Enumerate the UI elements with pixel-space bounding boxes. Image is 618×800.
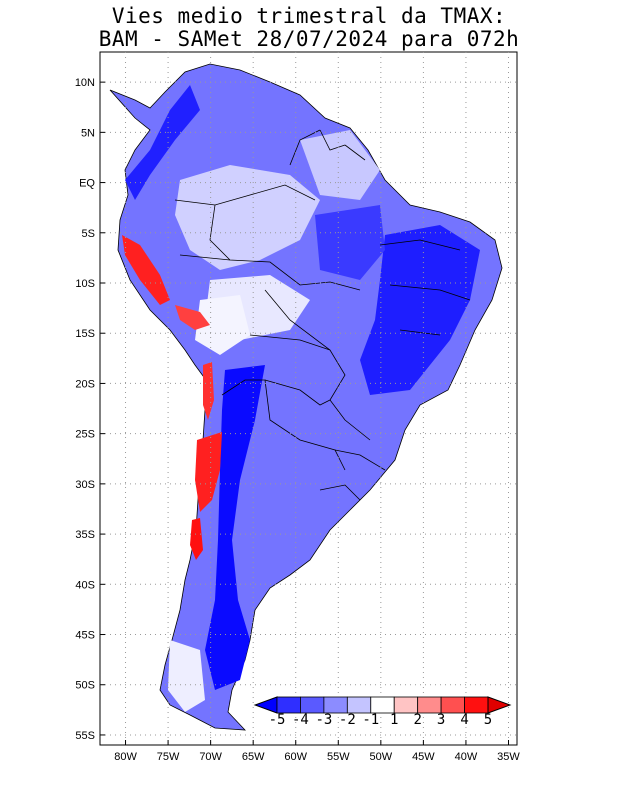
colorbar: -5 -4 -3 -2 -1 1 2 3 4 5 bbox=[253, 696, 512, 728]
lat-tick-label: 5S bbox=[82, 228, 95, 240]
lat-tick-label: 50S bbox=[75, 680, 95, 692]
latitude-axis: 10N 5N EQ 5S 10S 15S 20S 25S 30S 35S 40S 45S 50S 55S bbox=[75, 77, 105, 742]
lat-tick-label: EQ bbox=[79, 178, 95, 190]
lat-tick-label: 55S bbox=[75, 730, 95, 742]
map-title-line1: Vies medio trimestral da TMAX: bbox=[111, 4, 507, 28]
map-title-line2: BAM - SAMet 28/07/2024 para 072h bbox=[98, 27, 520, 51]
lon-tick-label: 80W bbox=[114, 751, 137, 763]
lon-tick-label: 60W bbox=[284, 751, 307, 763]
lat-tick-label: 30S bbox=[75, 479, 95, 491]
lat-tick-label: 10N bbox=[75, 77, 95, 89]
strong-bias-brazil-east bbox=[360, 225, 480, 395]
colorbar-label: 4 bbox=[460, 712, 468, 728]
positive-bias-central-chile bbox=[190, 518, 203, 560]
lat-tick-label: 40S bbox=[75, 579, 95, 591]
colorbar-segment bbox=[464, 696, 489, 714]
lat-lon-grid bbox=[100, 52, 517, 745]
colorbar-label: -3 bbox=[315, 712, 332, 728]
positive-bias-peru-south bbox=[175, 305, 210, 330]
longitude-axis: 80W 75W 70W 65W 60W 55W 50W 45W 40W 35W bbox=[114, 740, 520, 763]
lat-tick-label: 20S bbox=[75, 378, 95, 390]
colorbar-segment bbox=[300, 696, 325, 714]
colorbar-segment bbox=[393, 696, 419, 714]
near-zero-bias-south bbox=[168, 640, 205, 712]
strong-bias-patagonia bbox=[205, 365, 265, 690]
lat-tick-label: 45S bbox=[75, 630, 95, 642]
lon-tick-label: 50W bbox=[370, 751, 393, 763]
colorbar-segment bbox=[346, 696, 372, 714]
lon-tick-label: 35W bbox=[497, 751, 520, 763]
colorbar-arrow-high bbox=[487, 696, 512, 714]
colorbar-label: 1 bbox=[390, 712, 398, 728]
positive-bias-chile bbox=[195, 432, 222, 512]
lon-tick-label: 40W bbox=[455, 751, 478, 763]
strong-bias-andes-north bbox=[125, 85, 200, 200]
country-boundaries bbox=[174, 129, 471, 501]
colorbar-label: -1 bbox=[362, 712, 379, 728]
near-zero-bias-patch bbox=[195, 295, 250, 355]
positive-bias-chile-mid bbox=[203, 362, 214, 420]
colorbar-segment bbox=[276, 696, 301, 714]
colorbar-label: 2 bbox=[413, 712, 421, 728]
lat-tick-label: 10S bbox=[75, 278, 95, 290]
lon-tick-label: 45W bbox=[412, 751, 435, 763]
lat-tick-label: 35S bbox=[75, 529, 95, 541]
positive-bias-peru bbox=[122, 235, 170, 305]
colorbar-segment bbox=[417, 696, 442, 714]
lat-tick-label: 25S bbox=[75, 429, 95, 441]
lon-tick-label: 55W bbox=[327, 751, 350, 763]
colorbar-label: -5 bbox=[269, 712, 286, 728]
lat-tick-label: 5N bbox=[81, 127, 95, 139]
colorbar-label: 3 bbox=[437, 712, 445, 728]
lat-tick-label: 15S bbox=[75, 328, 95, 340]
colorbar-segment bbox=[323, 696, 348, 714]
colorbar-label: -2 bbox=[339, 712, 356, 728]
lon-tick-label: 75W bbox=[157, 751, 180, 763]
colorbar-segment bbox=[370, 696, 395, 714]
strong-bias-amazon bbox=[315, 205, 385, 280]
weak-bias-area-north bbox=[175, 165, 320, 270]
colorbar-segment bbox=[440, 696, 465, 714]
colorbar-label: -4 bbox=[292, 712, 309, 728]
colorbar-label: 5 bbox=[484, 712, 492, 728]
lon-tick-label: 70W bbox=[199, 751, 222, 763]
lon-tick-label: 65W bbox=[242, 751, 265, 763]
